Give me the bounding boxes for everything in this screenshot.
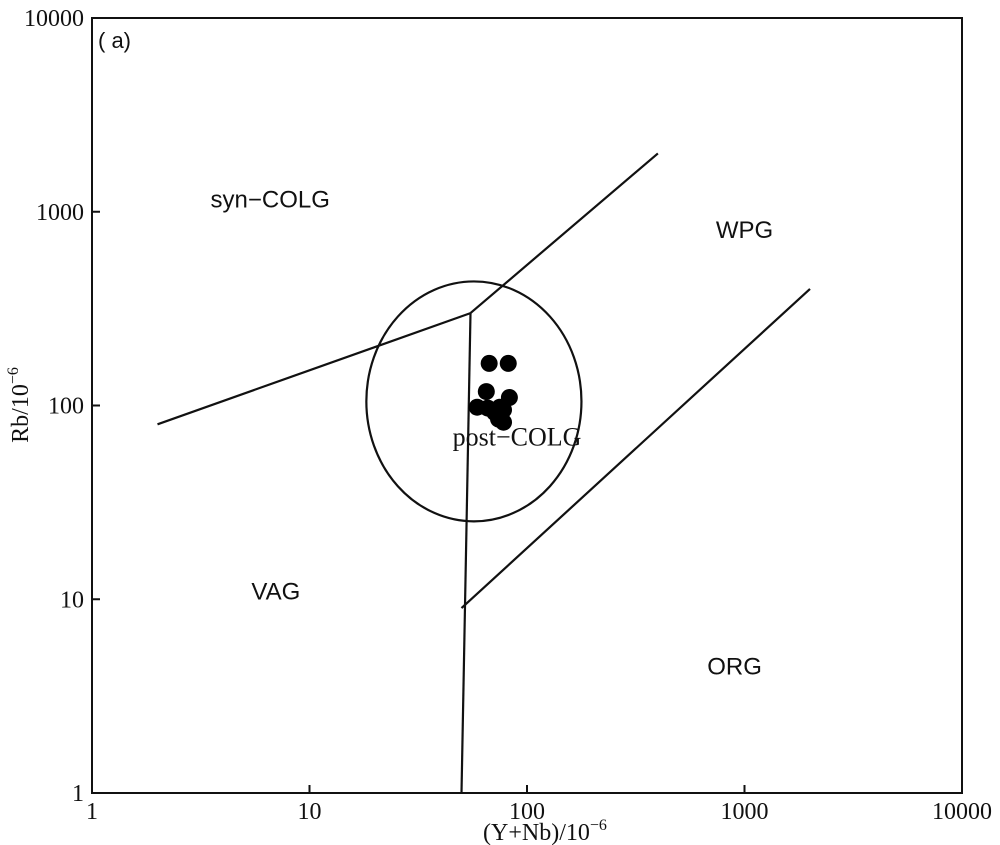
x-tick-label: 1	[86, 799, 98, 825]
data-points	[468, 354, 518, 431]
x-axis-title-exponent: −6	[590, 817, 607, 834]
data-point	[477, 383, 495, 401]
boundary-wpg-org	[460, 288, 811, 609]
y-tick-label: 1000	[36, 200, 84, 226]
y-tick-label: 1	[72, 781, 84, 807]
y-tick-label: 10	[60, 587, 84, 613]
post-colg-ellipse	[365, 280, 583, 523]
x-tick-label: 10000	[932, 799, 992, 825]
boundary-vag-org	[460, 313, 472, 794]
x-tick-label: 10	[298, 799, 322, 825]
y-tick-label: 10000	[24, 6, 84, 32]
post-colg-ellipse-layer	[365, 280, 583, 523]
x-axis-title: (Y+Nb)/10−6	[483, 817, 607, 845]
panel-label: ( a)	[98, 28, 131, 53]
data-point	[495, 413, 513, 431]
plot-frame	[91, 17, 963, 794]
field-label: syn−COLG	[211, 187, 330, 214]
y-axis-title: Rb/10−6	[5, 367, 34, 443]
boundary-syn-colg-wpg	[469, 152, 659, 314]
y-tick-label: 100	[48, 394, 84, 420]
field-label: WPG	[716, 217, 773, 244]
data-point	[480, 354, 498, 372]
field-label: VAG	[251, 578, 300, 605]
field-label: ORG	[707, 653, 762, 680]
y-axis-title-text: Rb/10	[8, 384, 34, 443]
x-tick-label: 100	[509, 799, 545, 825]
data-point	[499, 354, 517, 372]
x-tick-label: 1000	[721, 799, 769, 825]
y-axis-title-exponent: −6	[5, 367, 22, 384]
field-label: post−COLG	[453, 423, 582, 452]
boundary-syn-colg-vag	[157, 312, 471, 426]
axis-ticks: 1 10 100 1000 10000 1 10 100 1000 10000	[24, 6, 992, 825]
x-axis-title-text: (Y+Nb)/10	[483, 820, 590, 845]
field-boundaries	[157, 152, 811, 794]
field-labels: syn−COLG WPG VAG ORG post−COLG	[211, 187, 774, 681]
